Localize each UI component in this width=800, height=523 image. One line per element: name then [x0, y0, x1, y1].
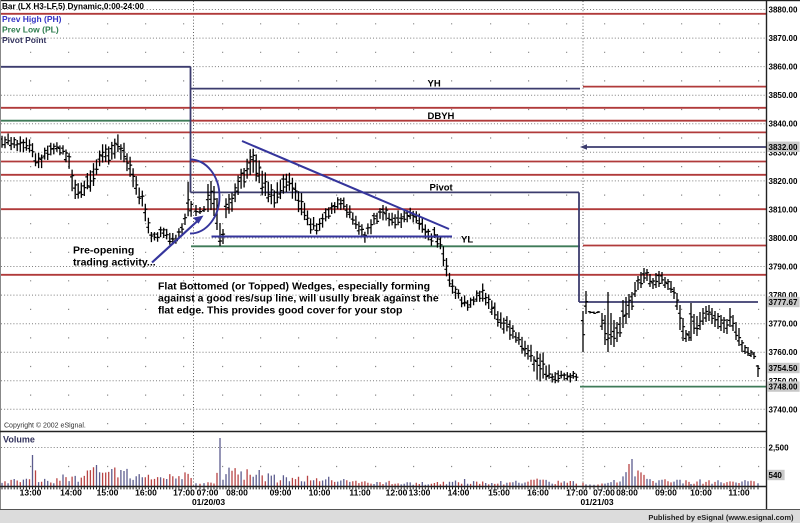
svg-text:08:00: 08:00 [616, 488, 638, 498]
svg-text:3777.67: 3777.67 [769, 298, 798, 307]
svg-text:3770.00: 3770.00 [769, 320, 798, 329]
svg-text:10:00: 10:00 [690, 488, 712, 498]
svg-text:trading activity...: trading activity... [73, 257, 156, 269]
svg-text:Published by eSignal (www.esig: Published by eSignal (www.esignal.com) [648, 513, 794, 522]
svg-text:3748.00: 3748.00 [769, 383, 798, 392]
svg-text:against a good res/sup line, w: against a good res/sup line, will usully… [158, 293, 439, 305]
svg-text:Pivot: Pivot [430, 183, 454, 194]
svg-text:Flat Bottomed (or Topped) Wedg: Flat Bottomed (or Topped) Wedges, especi… [158, 281, 430, 293]
svg-text:Pivot Point: Pivot Point [2, 35, 47, 45]
svg-text:flat edge. This provides good: flat edge. This provides good cover for … [158, 305, 402, 317]
svg-text:11:00: 11:00 [728, 488, 750, 498]
svg-text:Prev High (PH): Prev High (PH) [2, 14, 62, 24]
svg-text:3750.00: 3750.00 [769, 377, 798, 386]
svg-text:14:00: 14:00 [448, 488, 470, 498]
svg-text:01/20/03: 01/20/03 [192, 497, 225, 507]
svg-text:3760.00: 3760.00 [769, 348, 798, 357]
svg-text:3754.50: 3754.50 [769, 364, 798, 373]
svg-text:Bar (LX H3-LF,5) Dynamic,0:00-: Bar (LX H3-LF,5) Dynamic,0:00-24:00 [2, 2, 144, 11]
svg-text:13:00: 13:00 [409, 488, 431, 498]
svg-text:09:00: 09:00 [655, 488, 677, 498]
svg-text:3780.00: 3780.00 [769, 291, 798, 300]
svg-text:09:00: 09:00 [270, 488, 292, 498]
svg-text:10:00: 10:00 [309, 488, 331, 498]
svg-text:14:00: 14:00 [60, 488, 82, 498]
svg-text:3832.00: 3832.00 [769, 143, 798, 152]
svg-text:15:00: 15:00 [97, 488, 119, 498]
svg-text:01/21/03: 01/21/03 [580, 497, 613, 507]
svg-text:Prev Low (PL): Prev Low (PL) [2, 25, 59, 35]
svg-text:YH: YH [428, 79, 441, 90]
svg-text:07:00: 07:00 [593, 488, 615, 498]
svg-text:15:00: 15:00 [488, 488, 510, 498]
svg-text:3870.00: 3870.00 [769, 34, 798, 43]
svg-text:Pre-opening: Pre-opening [73, 245, 134, 257]
svg-text:16:00: 16:00 [135, 488, 157, 498]
svg-text:3860.00: 3860.00 [769, 63, 798, 72]
svg-text:3740.00: 3740.00 [769, 405, 798, 414]
svg-text:DBYH: DBYH [428, 111, 455, 122]
svg-text:17:00: 17:00 [173, 488, 195, 498]
svg-text:3810.00: 3810.00 [769, 205, 798, 214]
svg-text:3840.00: 3840.00 [769, 120, 798, 129]
svg-text:17:00: 17:00 [566, 488, 588, 498]
svg-text:3820.00: 3820.00 [769, 177, 798, 186]
svg-text:16:00: 16:00 [527, 488, 549, 498]
svg-text:Volume: Volume [3, 435, 35, 445]
svg-text:3800.00: 3800.00 [769, 234, 798, 243]
svg-text:3850.00: 3850.00 [769, 91, 798, 100]
svg-text:13:00: 13:00 [20, 488, 42, 498]
svg-text:YL: YL [461, 235, 473, 246]
svg-text:07:00: 07:00 [197, 488, 219, 498]
svg-text:3830.00: 3830.00 [769, 148, 798, 157]
svg-text:3790.00: 3790.00 [769, 263, 798, 272]
svg-text:540: 540 [769, 471, 783, 480]
svg-text:Copyright © 2002 eSignal.: Copyright © 2002 eSignal. [4, 422, 86, 430]
svg-text:11:00: 11:00 [349, 488, 371, 498]
svg-text:08:00: 08:00 [226, 488, 248, 498]
svg-text:3880.00: 3880.00 [769, 6, 798, 15]
svg-text:12:00: 12:00 [386, 488, 408, 498]
svg-text:2,500: 2,500 [769, 444, 790, 453]
